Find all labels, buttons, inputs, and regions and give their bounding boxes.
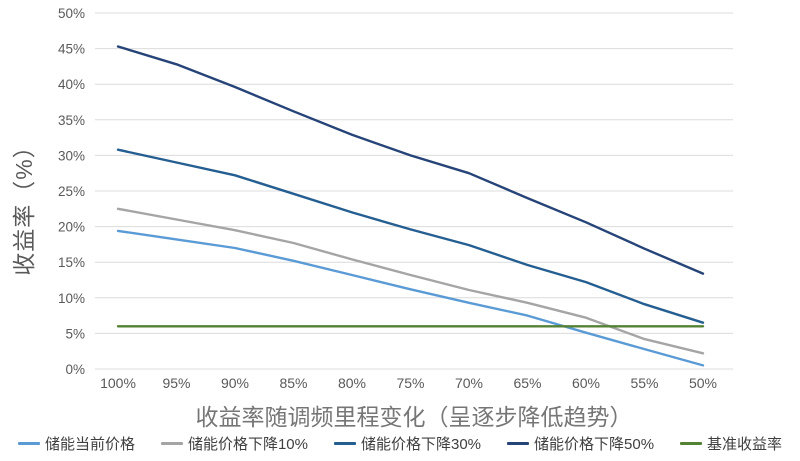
legend-item-price-down-50: 储能价格下降50% <box>507 433 654 454</box>
legend-label: 储能价格下降50% <box>534 436 655 453</box>
x-tick-label: 90% <box>221 375 249 391</box>
legend-item-price-down-10: 储能价格下降10% <box>160 433 308 454</box>
legend-item-current-price: 储能当前价格 <box>17 433 135 454</box>
y-tick-label: 50% <box>58 6 85 21</box>
series-line-2 <box>116 148 705 324</box>
line-swatch-icon <box>160 442 183 445</box>
series-line-3 <box>116 45 705 275</box>
y-tick-label: 35% <box>58 113 85 128</box>
y-tick-label: 30% <box>58 148 85 163</box>
x-tick-label: 85% <box>279 375 307 391</box>
x-tick-label: 65% <box>513 375 541 391</box>
legend-label: 储能当前价格 <box>44 436 135 453</box>
x-tick-label: 100% <box>100 375 136 391</box>
y-tick-label: 10% <box>58 291 85 306</box>
line-swatch-icon <box>507 442 530 445</box>
line-swatch-icon <box>680 442 703 445</box>
y-tick-label: 20% <box>58 220 85 235</box>
series-line-1 <box>116 207 705 355</box>
y-tick-label: 40% <box>58 77 85 92</box>
x-tick-label: 50% <box>689 375 717 391</box>
y-tick-label: 15% <box>58 255 85 270</box>
x-tick-label: 75% <box>396 375 424 391</box>
legend-label: 基准收益率 <box>707 436 783 453</box>
x-tick-label: 95% <box>162 375 190 391</box>
legend-label: 储能价格下降10% <box>187 436 308 453</box>
legend-item-price-down-30: 储能价格下降30% <box>333 433 482 454</box>
line-swatch-icon <box>17 442 40 445</box>
y-tick-label: 25% <box>58 184 85 199</box>
x-tick-label: 55% <box>630 375 658 391</box>
series-line-0 <box>116 229 705 367</box>
x-axis-title: 收益率随调频里程变化（呈逐步降低趋势） <box>195 404 633 430</box>
y-tick-label: 45% <box>58 42 85 57</box>
legend-item-benchmark: 基准收益率 <box>680 433 782 454</box>
x-tick-label: 80% <box>338 375 366 391</box>
y-tick-label: 0% <box>65 362 85 377</box>
y-tick-label: 5% <box>65 326 85 341</box>
x-tick-label: 70% <box>455 375 483 391</box>
legend: 储能当前价格 储能价格下降10% 储能价格下降30% 储能价格下降50% 基准收… <box>0 433 800 454</box>
plot-area: 0% 5% 10% 15% 20% 25% 30% 35% 40% 45% 50% 100% 95% 90… <box>58 6 733 391</box>
legend-label: 储能价格下降30% <box>360 436 482 453</box>
x-tick-label: 60% <box>572 375 600 391</box>
line-swatch-icon <box>333 442 356 445</box>
